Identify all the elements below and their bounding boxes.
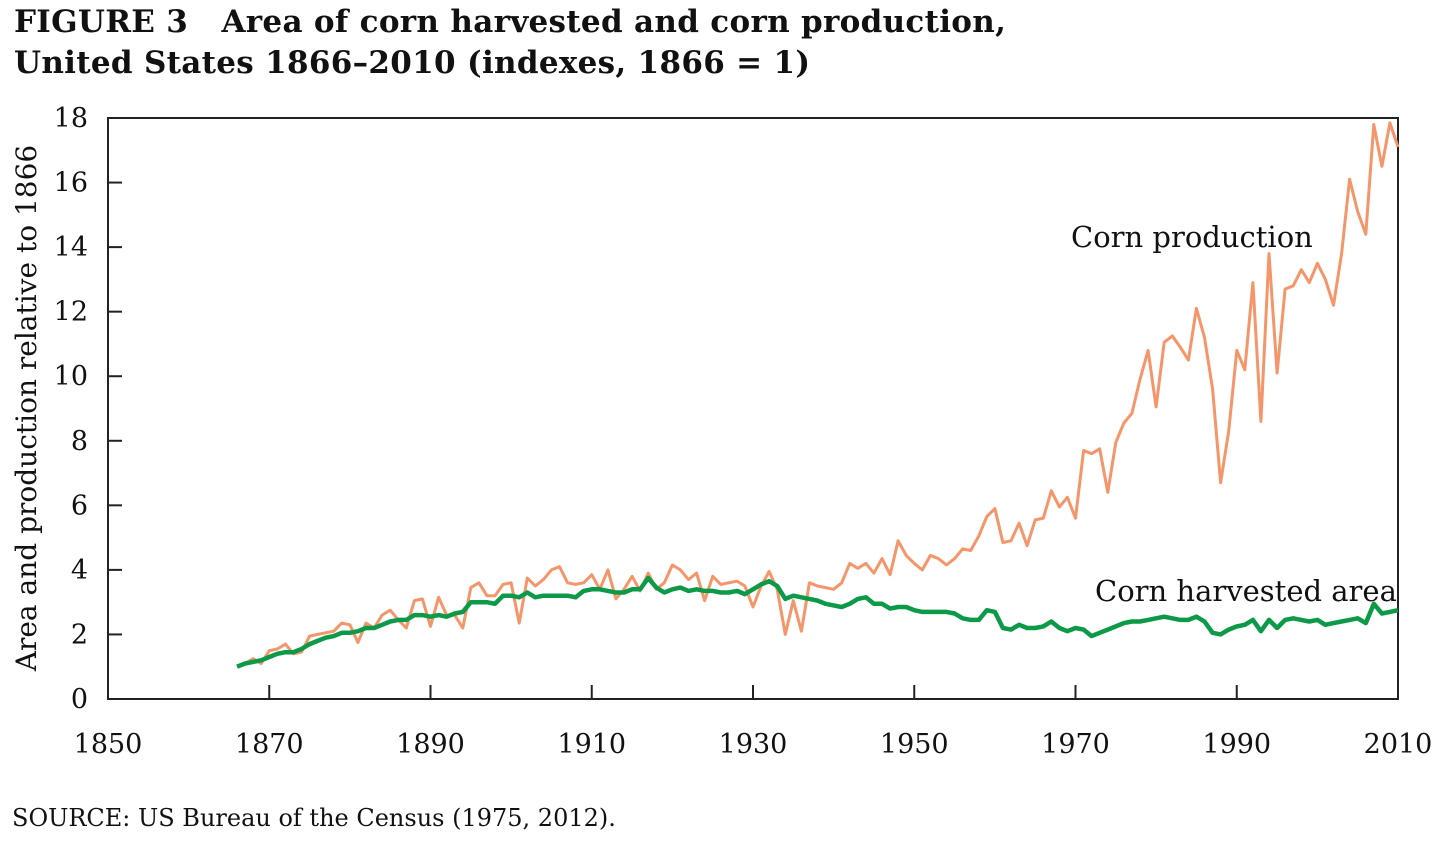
x-tick-label: 1910 — [557, 729, 626, 760]
x-tick-label: 1970 — [1041, 729, 1110, 760]
x-tick-label: 1950 — [880, 729, 949, 760]
y-axis-label: Area and production relative to 1866 — [10, 145, 43, 673]
y-tick-label: 8 — [71, 426, 88, 457]
series-label-area: Corn harvested area — [1095, 574, 1397, 608]
x-tick-label: 1990 — [1202, 729, 1271, 760]
y-tick-label: 6 — [71, 490, 88, 521]
plot-frame — [107, 117, 1399, 700]
source-note: SOURCE: US Bureau of the Census (1975, 2… — [12, 804, 616, 832]
x-tick-label: 2010 — [1364, 729, 1433, 760]
y-tick-label: 2 — [71, 619, 88, 650]
series-line-corn-harvested-area — [236, 575, 1399, 669]
x-tick-label: 1850 — [74, 729, 143, 760]
x-tick-label: 1930 — [719, 729, 788, 760]
x-tick-label: 1890 — [396, 729, 465, 760]
series-lines — [236, 121, 1400, 669]
y-tick-label: 18 — [54, 103, 88, 134]
series-line-corn-production — [236, 121, 1400, 669]
y-tick-label: 10 — [54, 361, 88, 392]
x-tick-label: 1870 — [235, 729, 304, 760]
figure-title-line-1: FIGURE 3 Area of corn harvested and corn… — [14, 4, 1007, 40]
y-tick-label: 16 — [54, 168, 88, 199]
y-tick-label: 14 — [54, 232, 88, 263]
y-tick-label: 12 — [54, 297, 88, 328]
series-label-production: Corn production — [1071, 220, 1313, 254]
y-tick-label: 4 — [71, 555, 88, 586]
figure-title: FIGURE 3 Area of corn harvested and corn… — [14, 2, 1006, 84]
y-tick-label: 0 — [71, 684, 88, 715]
figure-title-line-2: United States 1866–2010 (indexes, 1866 =… — [14, 45, 811, 81]
axis-ticks: 1850 1870 1890 1910 1930 1950 1970 1990 2010 0 2 4 6… — [54, 103, 1433, 760]
